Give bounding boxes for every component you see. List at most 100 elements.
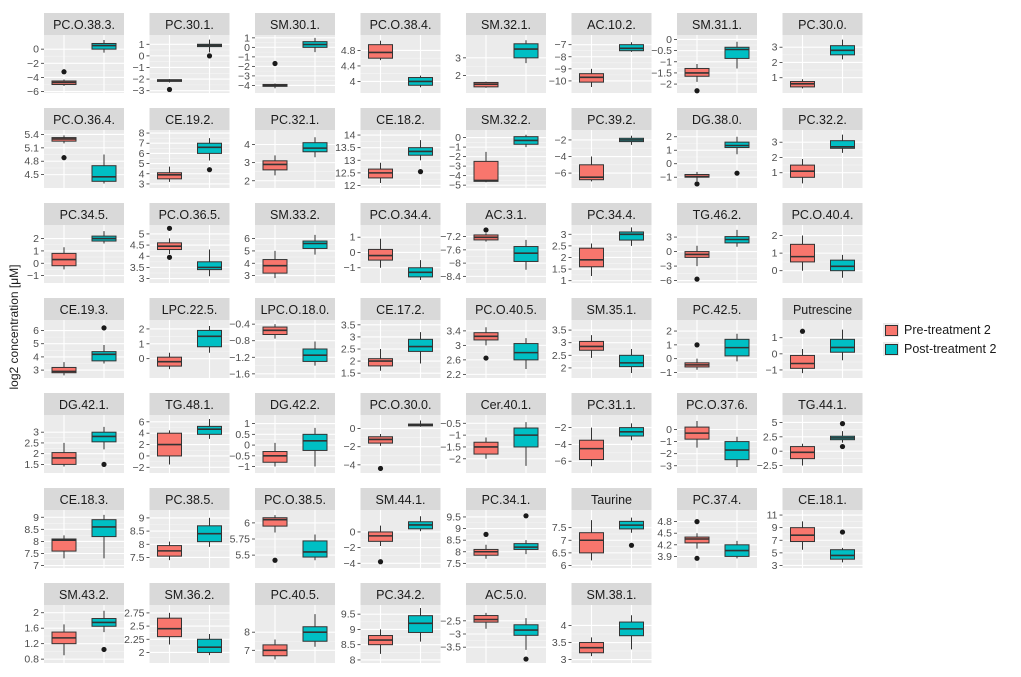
y-tick-label: −3 — [660, 460, 672, 472]
y-tick-label: 7 — [561, 535, 567, 547]
facet-strip — [360, 13, 441, 35]
y-tick-label: −1 — [660, 367, 672, 379]
y-tick-label: −1.6 — [229, 368, 250, 380]
box-pre-treatment — [262, 517, 288, 527]
outlier-point — [694, 181, 700, 187]
facet-strip — [571, 108, 652, 130]
facet-title: PC.32.1. — [271, 113, 320, 127]
box-pre-treatment — [262, 451, 288, 463]
y-tick-label: 0 — [244, 440, 250, 452]
facet-panel: PC.40.5. 8 7 — [244, 583, 335, 663]
facet-strip — [677, 108, 757, 130]
facet-panel: PC.34.5. 210−1 — [27, 203, 124, 283]
facet-strip — [571, 583, 652, 605]
y-tick-label: −6 — [555, 168, 567, 180]
y-tick-label: 5 — [33, 338, 39, 350]
y-tick-label: 12.5 — [335, 167, 356, 179]
facet-title: PC.O.40.5. — [475, 303, 537, 317]
facet-strip — [149, 393, 230, 415]
y-tick-label: 8 — [350, 654, 356, 666]
y-tick-label: 2 — [772, 152, 778, 164]
facet-panel: AC.10.2. −7−8−9−10 — [549, 13, 652, 93]
facet-title: DG.38.0. — [692, 113, 742, 127]
y-tick-label: −2.5 — [440, 615, 461, 627]
outlier-point — [483, 531, 489, 537]
facet-panel: PC.31.1. −2 −4 −6 — [555, 393, 652, 473]
facet-panel: PC.37.4. 4.84.54.23.9 — [657, 488, 757, 568]
y-tick-label: 3 — [666, 232, 672, 244]
box-post-treatment — [302, 626, 328, 642]
box-post-treatment — [91, 519, 117, 538]
y-tick-label: −3 — [133, 85, 145, 97]
y-tick-label: −5 — [449, 180, 461, 192]
facet-panel: PC.34.2. 9.5 9 8.5 8 — [341, 583, 441, 666]
y-tick-label: 2.75 — [124, 607, 145, 619]
y-tick-label: 0 — [666, 353, 672, 365]
y-tick-label: 4.5 — [24, 169, 39, 181]
facet-title: PC.39.2. — [587, 113, 636, 127]
facet-strip — [360, 108, 441, 130]
outlier-point — [694, 342, 700, 348]
y-tick-label: 3 — [772, 42, 778, 54]
facet-strip — [44, 298, 124, 320]
y-tick-label: −1.5 — [651, 67, 672, 79]
y-tick-label: 2 — [33, 607, 39, 619]
facet-title: PC.37.4. — [693, 493, 742, 507]
outlier-point — [523, 513, 529, 519]
facet-strip — [149, 488, 230, 510]
y-tick-label: 3 — [33, 365, 39, 377]
facet-panel: CE.17.2. 3.532.521.5 — [341, 298, 441, 380]
legend-label-post: Post-treatment 2 — [904, 341, 997, 356]
facet-strip — [466, 393, 546, 415]
box-post-treatment — [619, 231, 644, 241]
facet-title: TG.44.1. — [798, 398, 847, 412]
facet-strip — [44, 13, 124, 35]
panel-background — [149, 320, 230, 378]
facet-panel: PC.30.0. 3 2 1 — [772, 13, 863, 93]
y-tick-label: 2.6 — [446, 354, 461, 366]
facet-panel: PC.O.36.5. 54.543.53 — [130, 203, 230, 285]
y-tick-label: −2 — [27, 58, 39, 70]
y-tick-label: −6 — [555, 456, 567, 468]
facet-title: PC.O.34.4. — [370, 208, 432, 222]
y-tick-label: −4 — [344, 459, 356, 471]
facet-strip — [360, 393, 441, 415]
y-tick-label: 0 — [139, 450, 145, 462]
y-tick-label: −2 — [449, 151, 461, 163]
y-tick-label: 7 — [139, 138, 145, 150]
y-tick-label: 8.5 — [130, 526, 145, 538]
y-tick-label: 0 — [772, 265, 778, 277]
facet-strip — [782, 393, 863, 415]
facet-strip — [466, 108, 546, 130]
y-tick-label: 7 — [33, 560, 39, 572]
facet-panel: PC.O.38.3. 0 −2 −4 −6 — [27, 13, 124, 98]
y-tick-label: 8 — [244, 627, 250, 639]
box-post-treatment — [302, 240, 328, 249]
y-tick-label: 4.8 — [657, 516, 672, 528]
facet-strip — [255, 583, 335, 605]
y-tick-label: 9 — [772, 522, 778, 534]
panel-background — [255, 130, 335, 188]
y-tick-label: 6.5 — [552, 547, 567, 559]
box-pre-treatment — [262, 160, 288, 171]
facet-strip — [677, 393, 757, 415]
facet-title: CE.19.3. — [60, 303, 109, 317]
y-tick-label: 0 — [772, 446, 778, 458]
y-tick-label: −8 — [555, 51, 567, 63]
facet-strip — [149, 108, 230, 130]
box-post-treatment — [91, 165, 117, 182]
y-tick-label: 5.1 — [24, 142, 39, 154]
box-post-treatment — [197, 425, 222, 435]
facet-panel: SM.31.1. 0−0.5−1−1.5−2 — [651, 13, 757, 94]
box-pre-treatment — [368, 358, 393, 367]
y-tick-label: −1 — [449, 430, 461, 442]
y-tick-label: 6 — [33, 325, 39, 337]
y-tick-label: 8.5 — [24, 524, 39, 536]
facet-title: AC.5.0. — [485, 588, 527, 602]
facet-panel: TG.46.2. 3 0 −3 −6 — [660, 203, 757, 287]
y-tick-label: −2 — [555, 134, 567, 146]
facet-strip — [44, 488, 124, 510]
y-tick-label: 3.5 — [130, 262, 145, 274]
y-tick-label: 9.5 — [341, 609, 356, 621]
outlier-point — [101, 325, 107, 331]
